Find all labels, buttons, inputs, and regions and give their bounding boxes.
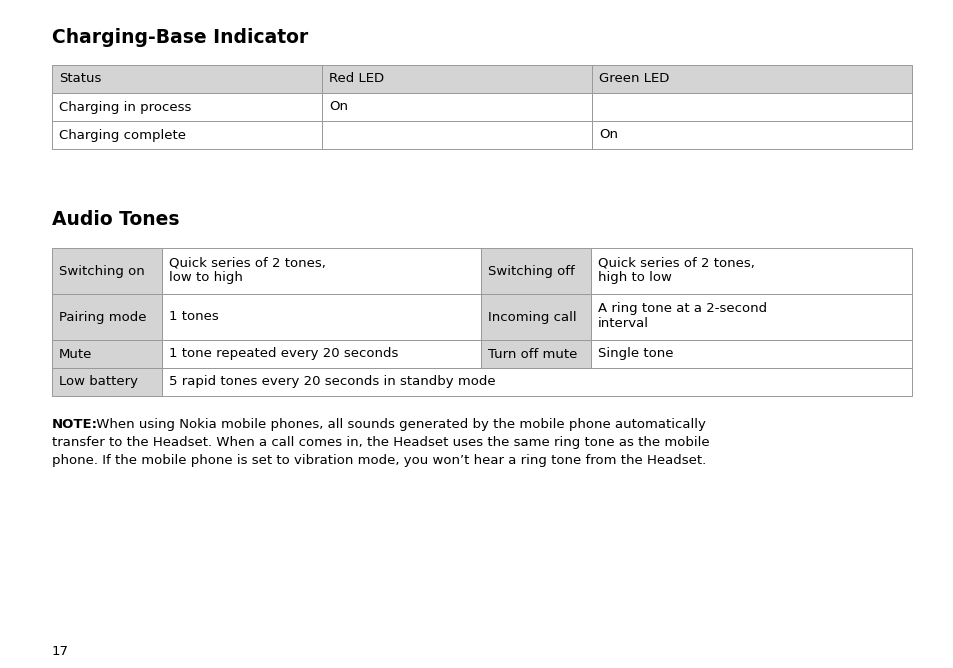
- Text: Charging complete: Charging complete: [59, 128, 186, 142]
- Text: transfer to the Headset. When a call comes in, the Headset uses the same ring to: transfer to the Headset. When a call com…: [52, 436, 709, 449]
- Bar: [592, 93, 911, 121]
- Bar: [592, 121, 911, 149]
- Bar: [480, 294, 590, 340]
- Text: Switching off: Switching off: [488, 265, 574, 277]
- Text: A ring tone at a 2-second: A ring tone at a 2-second: [598, 302, 766, 315]
- Text: 17: 17: [52, 645, 69, 658]
- Text: Low battery: Low battery: [59, 375, 138, 389]
- Text: On: On: [598, 128, 618, 142]
- Text: Pairing mode: Pairing mode: [59, 311, 147, 323]
- Text: interval: interval: [598, 317, 648, 330]
- Text: 5 rapid tones every 20 seconds in standby mode: 5 rapid tones every 20 seconds in standb…: [169, 375, 496, 389]
- Bar: [52, 340, 162, 368]
- Bar: [322, 121, 592, 149]
- Bar: [52, 121, 322, 149]
- Bar: [52, 368, 162, 396]
- Bar: [590, 340, 911, 368]
- Text: On: On: [329, 100, 348, 114]
- Bar: [52, 294, 162, 340]
- Text: 1 tones: 1 tones: [169, 311, 218, 323]
- Text: NOTE:: NOTE:: [52, 418, 98, 431]
- Bar: [480, 248, 590, 294]
- Text: Single tone: Single tone: [598, 347, 673, 361]
- Bar: [322, 93, 592, 121]
- Text: Green LED: Green LED: [598, 73, 669, 86]
- Bar: [52, 65, 322, 93]
- Text: high to low: high to low: [598, 271, 671, 284]
- Text: phone. If the mobile phone is set to vibration mode, you won’t hear a ring tone : phone. If the mobile phone is set to vib…: [52, 454, 705, 467]
- Text: 1 tone repeated every 20 seconds: 1 tone repeated every 20 seconds: [169, 347, 398, 361]
- Text: Turn off mute: Turn off mute: [488, 347, 577, 361]
- Text: Charging in process: Charging in process: [59, 100, 192, 114]
- Text: When using Nokia mobile phones, all sounds generated by the mobile phone automat: When using Nokia mobile phones, all soun…: [91, 418, 705, 431]
- Text: Charging-Base Indicator: Charging-Base Indicator: [52, 28, 308, 47]
- Bar: [52, 248, 162, 294]
- Text: Quick series of 2 tones,: Quick series of 2 tones,: [169, 256, 326, 269]
- Bar: [322, 65, 592, 93]
- Bar: [480, 340, 590, 368]
- Bar: [162, 340, 480, 368]
- Text: Audio Tones: Audio Tones: [52, 210, 179, 229]
- Text: low to high: low to high: [169, 271, 243, 284]
- Text: Quick series of 2 tones,: Quick series of 2 tones,: [598, 256, 754, 269]
- Bar: [590, 294, 911, 340]
- Bar: [162, 368, 911, 396]
- Text: Incoming call: Incoming call: [488, 311, 576, 323]
- Bar: [52, 93, 322, 121]
- Bar: [590, 248, 911, 294]
- Bar: [162, 248, 480, 294]
- Text: Status: Status: [59, 73, 101, 86]
- Bar: [592, 65, 911, 93]
- Text: Mute: Mute: [59, 347, 92, 361]
- Text: Red LED: Red LED: [329, 73, 384, 86]
- Bar: [162, 294, 480, 340]
- Text: Switching on: Switching on: [59, 265, 145, 277]
